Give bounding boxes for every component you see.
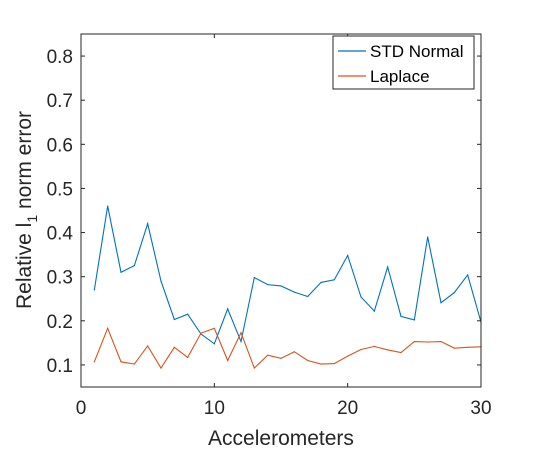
data-point-std-normal	[453, 291, 455, 294]
x-tick-label: 20	[337, 398, 358, 419]
data-point-laplace	[360, 348, 362, 351]
series-line-laplace	[93, 326, 482, 370]
series-line-std-normal	[93, 205, 482, 345]
data-point-laplace	[227, 359, 229, 362]
data-point-std-normal	[213, 343, 215, 345]
x-axis-label: Accelerometers	[208, 427, 354, 450]
data-point-std-normal	[307, 295, 309, 298]
y-tick-label: 0.5	[47, 179, 73, 200]
y-tick-label: 0.7	[47, 91, 73, 112]
data-point-std-normal	[413, 319, 415, 321]
data-point-std-normal	[293, 291, 295, 293]
data-point-laplace	[427, 341, 429, 343]
data-point-laplace	[280, 357, 282, 359]
data-point-std-normal	[467, 274, 469, 276]
axes-layer	[80, 33, 482, 388]
data-point-laplace	[93, 361, 95, 363]
data-point-std-normal	[360, 296, 362, 298]
data-point-laplace	[453, 347, 455, 349]
y-tick-label: 0.3	[47, 268, 73, 289]
data-point-std-normal	[93, 289, 95, 291]
plot-area	[81, 34, 481, 387]
data-point-laplace	[107, 327, 109, 329]
data-point-std-normal	[133, 265, 135, 267]
data-point-laplace	[160, 367, 162, 369]
data-point-laplace	[253, 367, 255, 369]
data-point-laplace	[267, 354, 269, 356]
data-point-std-normal	[320, 281, 322, 284]
data-point-std-normal	[120, 271, 122, 273]
data-point-laplace	[120, 361, 122, 363]
data-point-laplace	[133, 363, 135, 365]
data-point-laplace	[173, 346, 175, 348]
y-tick-label: 0.8	[47, 47, 73, 68]
series-layer	[93, 205, 482, 370]
y-tick-label: 0.4	[47, 224, 74, 245]
y-axis-label-main: Relative l	[13, 223, 36, 309]
y-axis-label-suffix: norm error	[13, 111, 36, 215]
data-point-laplace	[467, 346, 469, 348]
x-tick-label: 30	[470, 398, 491, 419]
data-point-std-normal	[333, 279, 335, 281]
legend-box	[332, 35, 475, 90]
data-point-std-normal	[440, 302, 442, 304]
data-point-std-normal	[227, 308, 229, 310]
data-point-std-normal	[427, 236, 429, 238]
legend: STD Normal Laplace	[332, 35, 475, 90]
data-point-std-normal	[160, 280, 162, 282]
data-point-laplace	[333, 363, 335, 365]
y-tick-label: 0.1	[47, 356, 73, 377]
data-point-std-normal	[347, 254, 349, 257]
data-point-laplace	[293, 351, 295, 353]
data-point-laplace	[320, 363, 322, 365]
y-tick-label: 0.6	[47, 135, 73, 156]
data-point-laplace	[400, 351, 402, 354]
x-axis-ticks: 0 10 20 30	[76, 34, 492, 419]
data-point-std-normal	[147, 223, 149, 225]
data-point-std-normal	[267, 284, 269, 286]
data-point-std-normal	[387, 266, 389, 268]
data-point-laplace	[307, 359, 309, 362]
data-point-laplace	[200, 332, 202, 334]
data-point-laplace	[440, 340, 442, 343]
legend-label-std-normal: STD Normal	[370, 42, 464, 61]
data-point-laplace	[187, 356, 189, 359]
x-tick-label: 10	[204, 398, 225, 419]
data-point-std-normal	[253, 276, 255, 279]
data-point-laplace	[387, 349, 389, 351]
data-point-std-normal	[240, 340, 242, 343]
y-axis-label-subscript: 1	[24, 215, 40, 223]
data-point-laplace	[347, 355, 349, 357]
legend-label-laplace: Laplace	[370, 67, 430, 86]
data-point-laplace	[413, 340, 415, 343]
data-point-std-normal	[400, 315, 402, 317]
y-axis-label: Relative l1 norm error	[13, 111, 40, 309]
data-point-std-normal	[280, 285, 282, 287]
data-point-std-normal	[187, 313, 189, 315]
data-point-laplace	[240, 332, 242, 334]
data-point-laplace	[213, 327, 215, 329]
data-point-laplace	[147, 345, 149, 347]
data-point-std-normal	[173, 318, 175, 321]
data-point-std-normal	[373, 310, 375, 312]
data-point-std-normal	[107, 205, 109, 207]
axes-box	[80, 33, 482, 388]
y-axis-ticks: 0.1 0.2 0.3 0.4 0.5 0.6 0.7 0.8	[47, 47, 481, 377]
y-tick-label: 0.2	[47, 312, 73, 333]
data-point-laplace	[373, 345, 375, 347]
x-tick-label: 0	[76, 398, 87, 419]
